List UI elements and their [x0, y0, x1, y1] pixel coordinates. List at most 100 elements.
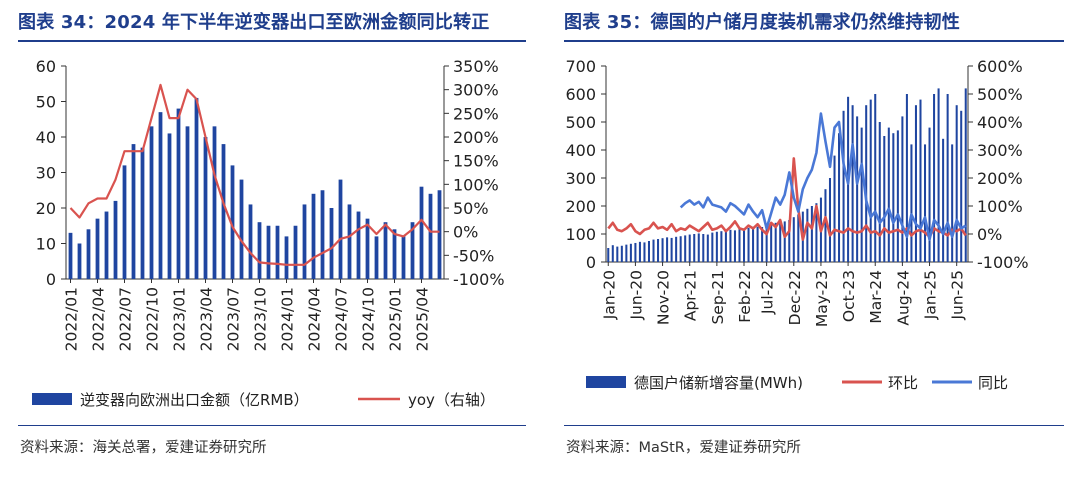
legend-label: 同比 — [978, 374, 1008, 392]
x-tick-label: Aug-24 — [894, 270, 912, 326]
x-tick-label: Jun-20 — [627, 270, 645, 321]
legend-label: 环比 — [888, 374, 918, 392]
bar-mark — [185, 126, 190, 279]
bar-mark — [113, 200, 118, 279]
left-tick-label: 700 — [565, 57, 596, 76]
bar-mark — [869, 99, 872, 262]
right-tick-label: 0% — [977, 225, 1002, 244]
left-tick-label: 0 — [586, 253, 596, 272]
series-line — [69, 83, 440, 266]
bar-mark — [942, 138, 945, 262]
x-tick-label: 2024/07 — [333, 287, 351, 351]
source-rule — [18, 425, 526, 426]
bar-mark — [643, 242, 646, 262]
bar-mark — [738, 228, 741, 262]
legend-label: yoy（右轴） — [408, 391, 495, 409]
right-tick-label: 200% — [977, 169, 1023, 188]
chart-panel-35: 图表 35：德国的户储月度装机需求仍然维持韧性 0 100 200 300 400 500… — [546, 0, 1080, 484]
bar-mark — [212, 126, 217, 279]
bar-mark — [838, 133, 841, 262]
bar-mark — [607, 248, 610, 262]
x-tick-label: 2023/01 — [171, 287, 189, 351]
bar-mark — [661, 238, 664, 262]
x-tick-label: Jun-25 — [949, 270, 967, 321]
bar-mark — [131, 144, 136, 279]
source-note: 资料来源：海关总署，爱建证券研究所 — [20, 440, 267, 456]
right-tick-label: 600% — [977, 57, 1023, 76]
bar-mark — [702, 234, 705, 262]
bar-mark — [104, 211, 109, 279]
bar-mark — [625, 244, 628, 262]
bar-mark — [149, 126, 154, 279]
left-tick-label: 400 — [565, 141, 596, 160]
bar-mark — [266, 225, 271, 279]
x-tick-label: 2022/07 — [117, 287, 135, 351]
right-tick-label: 0% — [453, 223, 478, 242]
bar-mark — [697, 233, 700, 262]
bar-mark — [77, 243, 82, 279]
bar-mark — [437, 190, 442, 279]
legend-label: 德国户储新增容量(MWh) — [634, 374, 803, 392]
right-tick-label: 350% — [453, 57, 499, 76]
bar-mark — [647, 241, 651, 262]
bar-mark — [892, 133, 895, 262]
bar-mark — [275, 225, 280, 279]
bar-mark — [733, 230, 736, 262]
legend-swatch-bar — [32, 393, 72, 405]
bar-mark — [634, 242, 637, 262]
bar-mark — [356, 211, 361, 279]
bar-mark — [901, 116, 904, 263]
title-rule — [18, 40, 526, 42]
right-tick-label: 400% — [977, 113, 1023, 132]
source-note: 资料来源：MaStR，爱建证券研究所 — [566, 440, 801, 456]
bar-mark — [329, 208, 334, 279]
bar-mark — [684, 235, 687, 262]
bar-mark — [788, 220, 791, 262]
bar-mark — [176, 108, 181, 279]
title-rule — [564, 40, 1064, 42]
bar-mark — [629, 243, 632, 262]
right-tick-label: 200% — [453, 128, 499, 147]
x-tick-label: Oct-23 — [840, 270, 858, 322]
bar-mark — [797, 214, 800, 262]
bar-mark — [428, 193, 433, 279]
bar-mark — [666, 237, 669, 262]
right-tick-label: -100% — [453, 270, 505, 289]
bar-mark — [620, 245, 623, 262]
bar-mark — [824, 189, 827, 262]
bar-mark — [688, 234, 691, 262]
bar-mark — [293, 225, 298, 279]
bar-mark — [720, 231, 723, 262]
bar-mark — [167, 133, 172, 279]
bar-mark — [878, 122, 881, 262]
bar-mark — [815, 203, 818, 262]
bar-mark — [122, 165, 127, 279]
bar-mark — [652, 239, 655, 262]
bar-mark — [810, 206, 813, 262]
bar-mark — [792, 217, 795, 262]
chart-34-svg: 0 10 20 30 40 50 60 -100% -50% 0% 50% 100% 150% 200% 2… — [32, 57, 505, 409]
x-tick-label: 2023/07 — [225, 287, 243, 351]
bar-mark — [833, 155, 836, 262]
bar-mark — [616, 246, 619, 262]
right-tick-label: -100% — [977, 253, 1029, 272]
right-tick-label: -50% — [453, 246, 494, 265]
bar-mark — [257, 222, 262, 279]
bar-mark — [711, 232, 714, 262]
bar-mark — [883, 136, 886, 262]
x-tick-label: Dec-22 — [786, 270, 804, 325]
left-tick-label: 50 — [36, 93, 56, 112]
x-tick-label: May-23 — [813, 270, 831, 327]
right-tick-label: 300% — [977, 141, 1023, 160]
left-tick-label: 100 — [565, 225, 596, 244]
bar-mark — [68, 232, 73, 279]
bar-mark — [923, 144, 927, 262]
bar-mark — [752, 227, 755, 262]
x-tick-label: 2025/04 — [414, 287, 432, 351]
bar-mark — [401, 236, 406, 279]
x-tick-label: 2024/04 — [306, 287, 324, 351]
x-tick-label: 2023/10 — [252, 287, 270, 351]
bar-mark — [910, 144, 913, 262]
x-tick-label: 2022/01 — [63, 287, 81, 351]
bar-mark — [860, 127, 863, 262]
